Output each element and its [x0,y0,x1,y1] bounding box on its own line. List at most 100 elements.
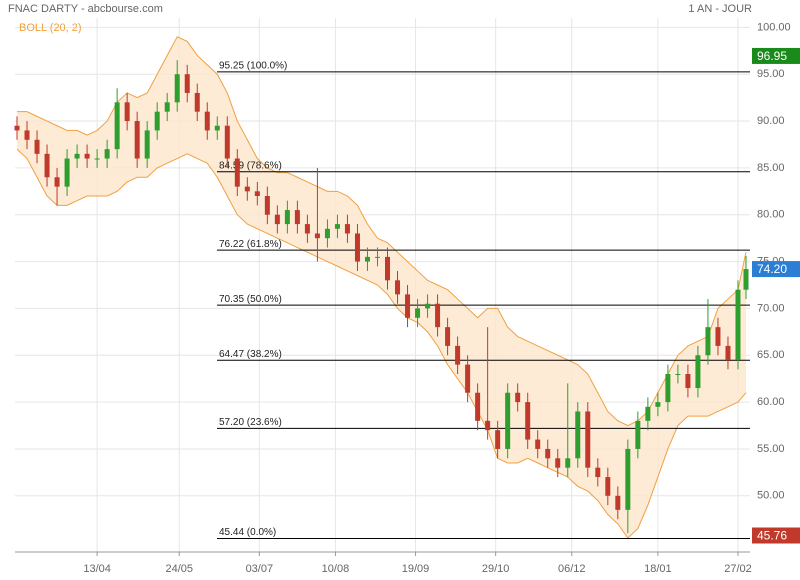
candle-body [635,420,641,449]
y-tick-label: 50.00 [757,490,785,502]
candle-body [645,406,651,421]
x-tick-label: 03/07 [246,563,274,575]
candle-body [465,364,471,393]
fib-label: 57.20 (23.6%) [219,417,282,428]
fib-label: 84.59 (78.6%) [219,160,282,171]
candle-body [194,92,200,112]
candle-body [655,402,661,407]
candle-body [525,402,531,440]
y-tick-label: 90.00 [757,115,785,127]
y-tick-label: 80.00 [757,209,785,221]
candle-body [114,102,120,150]
candle-body [214,125,220,131]
fib-label: 45.44 (0.0%) [219,527,276,538]
candle-body [585,411,591,468]
candle-body [385,256,391,281]
x-tick-label: 24/05 [165,563,193,575]
candle-body [324,228,330,239]
y-tick-label: 70.00 [757,302,785,314]
x-tick-label: 10/08 [322,563,350,575]
candle-body [555,458,561,468]
candle-body [395,280,401,295]
band-lower [16,148,747,539]
y-tick-label: 85.00 [757,162,785,174]
candle-body [94,158,100,160]
candle-body [615,495,621,510]
candle-body [44,153,50,178]
y-tick-label: 95.00 [757,68,785,80]
y-tick-label: 100.00 [757,21,791,33]
y-tick-label: 55.00 [757,443,785,455]
candle-body [64,158,70,187]
period-label: 1 AN - JOUR [688,3,752,15]
candle-body [364,256,370,262]
price-badge [752,527,800,544]
candle-body [334,224,340,229]
candle-body [314,233,320,239]
candle-body [84,153,90,159]
candle-body [304,224,310,234]
candle-body [344,224,350,234]
candle-body [54,177,60,187]
candle-body [354,233,360,262]
candle-body [34,139,40,154]
candle-body [134,121,140,159]
legend-label: BOLL (20, 2) [19,22,82,34]
candle-body [695,355,701,389]
candle-body [144,130,150,159]
candle-body [24,130,30,140]
candle-body [174,74,180,103]
candle-body [505,392,511,449]
y-tick-label: 60.00 [757,396,785,408]
candle-body [595,467,601,478]
candle-body [415,308,421,318]
candle-body [685,374,691,389]
candle-body [545,448,551,459]
price-badge-label: 96.95 [757,49,787,63]
candle-body [425,303,431,309]
candle-body [294,210,300,225]
candle-body [435,303,441,328]
x-tick-label: 27/02 [724,563,752,575]
candle-body [104,149,110,159]
candle-body [665,374,671,403]
candle-body [675,374,681,375]
fib-label: 76.22 (61.8%) [219,239,282,250]
candle-body [725,345,731,360]
chart-title: FNAC DARTY - abcbourse.com [8,3,163,15]
candle-body [625,448,631,510]
candle-body [184,74,190,93]
candle-body [204,111,210,131]
candle-body [154,111,160,131]
candle-body [274,214,280,225]
candle-body [515,392,521,403]
fib-label: 95.25 (100.0%) [219,61,287,72]
price-badge-label: 74.20 [757,262,787,276]
candle-body [74,153,80,159]
candle-body [14,125,20,131]
y-tick-label: 65.00 [757,349,785,361]
x-tick-label: 29/10 [482,563,510,575]
candle-body [254,191,260,196]
candle-body [224,125,230,159]
price-badge [752,261,800,278]
fib-label: 70.35 (50.0%) [219,294,282,305]
candle-body [605,477,611,496]
candle-body [535,439,541,449]
price-badge-label: 45.76 [757,529,787,543]
candle-body [405,294,411,318]
candle-body [264,196,270,215]
fib-label: 64.47 (38.2%) [219,349,282,360]
x-tick-label: 13/04 [83,563,111,575]
candle-body [743,269,749,290]
candle-body [715,327,721,346]
candle-body [735,289,741,360]
price-badge [752,47,800,64]
x-tick-label: 06/12 [558,563,586,575]
band-upper [17,36,747,427]
x-tick-label: 19/09 [402,563,430,575]
candle-body [164,102,170,112]
candle-body [475,392,481,421]
candle-body [485,420,491,431]
candle-body [374,256,380,258]
